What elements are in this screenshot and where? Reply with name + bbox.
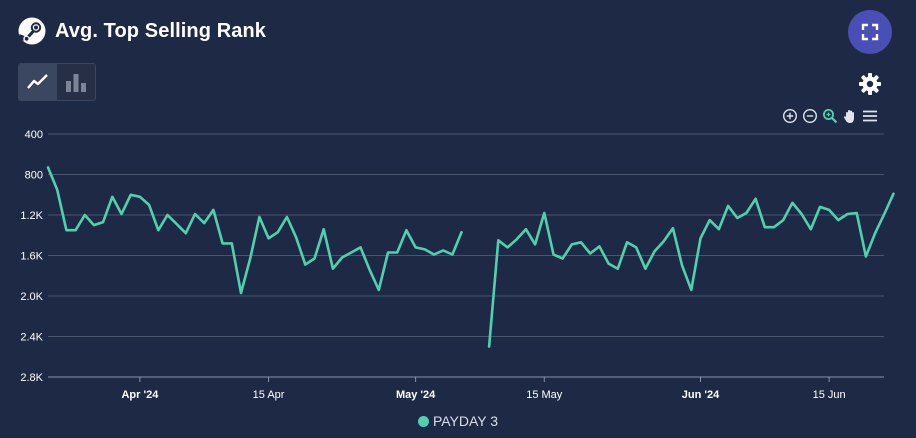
zoom-in-icon — [782, 108, 798, 124]
y-tick-label: 400 — [25, 129, 43, 141]
legend-item-payday-3[interactable]: PAYDAY 3 — [417, 413, 499, 429]
line-chart-button[interactable] — [19, 64, 57, 100]
line-chart-icon — [27, 74, 48, 89]
chart-legend: PAYDAY 3 — [0, 413, 916, 430]
legend-label: PAYDAY 3 — [432, 413, 499, 429]
pan-button[interactable] — [842, 108, 858, 124]
chart-toolbar — [782, 108, 878, 124]
fullscreen-icon — [861, 23, 879, 41]
x-tick-label: 15 May — [526, 389, 563, 401]
gear-icon — [859, 73, 881, 95]
fullscreen-button[interactable] — [848, 10, 892, 54]
y-tick-label: 2.0K — [20, 291, 43, 303]
zoom-in-button[interactable] — [782, 108, 798, 124]
bar-chart-button[interactable] — [57, 64, 95, 100]
legend-marker — [417, 415, 429, 427]
x-tick-label: 15 Apr — [253, 389, 285, 401]
x-tick-label: May '24 — [396, 389, 436, 401]
zoom-selection-button[interactable] — [822, 108, 838, 124]
x-tick-label: 15 Jun — [813, 389, 846, 401]
x-tick-label: Apr '24 — [121, 389, 159, 401]
y-tick-label: 1.6K — [20, 251, 43, 263]
y-tick-label: 2.8K — [20, 372, 43, 384]
steam-logo-icon — [18, 17, 46, 45]
pan-hand-icon — [843, 110, 854, 123]
y-tick-label: 2.4K — [20, 332, 43, 344]
zoom-out-icon — [802, 108, 818, 124]
bar-chart-icon — [66, 74, 86, 92]
y-tick-label: 1.2K — [20, 210, 43, 222]
series-line-payday-3[interactable] — [487, 192, 895, 348]
menu-icon — [863, 110, 877, 122]
menu-button[interactable] — [862, 108, 878, 124]
settings-button[interactable] — [858, 72, 882, 96]
y-tick-label: 800 — [25, 170, 43, 182]
chart-header: Avg. Top Selling Rank — [18, 17, 266, 45]
series-line-payday-3[interactable] — [46, 166, 463, 295]
chart-title: Avg. Top Selling Rank — [55, 19, 267, 42]
zoom-selection-icon — [823, 109, 838, 124]
x-tick-label: Jun '24 — [682, 389, 720, 401]
zoom-out-button[interactable] — [802, 108, 818, 124]
chart-type-toggle — [18, 63, 96, 101]
